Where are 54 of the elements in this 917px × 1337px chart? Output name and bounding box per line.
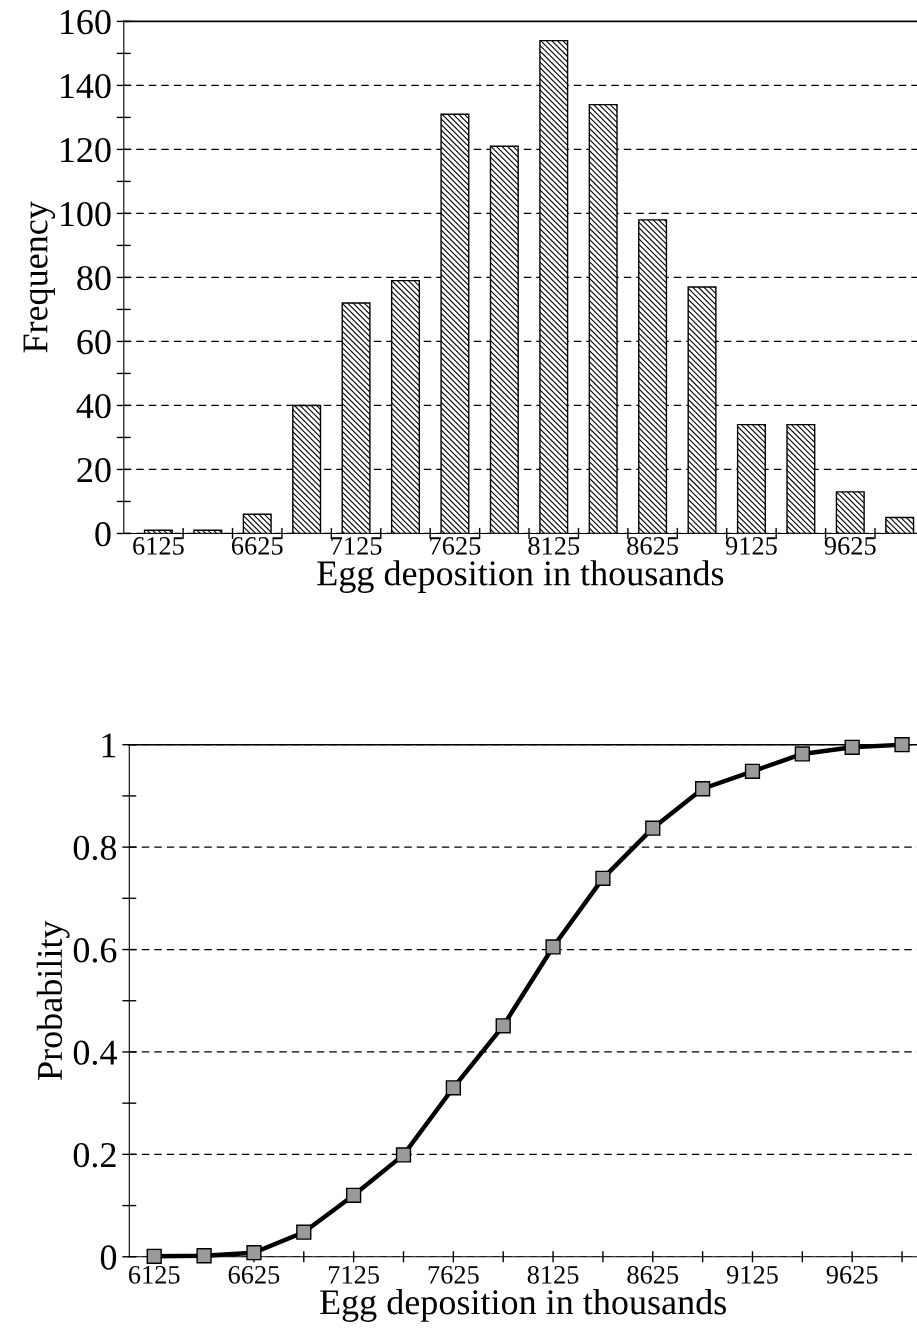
y-tick-label: 0.6 <box>73 938 117 963</box>
x-tick-label: 7625 <box>430 537 481 555</box>
y-tick-label: 0 <box>100 1245 117 1270</box>
x-tick-label: 6125 <box>133 537 184 555</box>
y-tick-label: 1 <box>102 733 116 758</box>
point <box>495 1018 511 1034</box>
point <box>694 781 711 797</box>
x-tick-label: 9125 <box>726 1265 778 1284</box>
point <box>645 820 661 836</box>
point <box>744 763 761 779</box>
point <box>445 1080 461 1096</box>
y-tick-label: 100 <box>61 201 111 227</box>
x-axis-title: Egg deposition in thousands <box>320 1289 726 1322</box>
y-tick-label: 0.8 <box>73 835 117 861</box>
y-tick-label: 20 <box>77 457 111 483</box>
bar <box>885 516 915 534</box>
x-tick-label: 8625 <box>627 1265 679 1284</box>
bar <box>835 491 865 534</box>
point <box>346 1187 362 1203</box>
x-tick-label: 6625 <box>228 1265 280 1284</box>
y-tick-label: 120 <box>61 137 111 163</box>
point <box>395 1147 412 1163</box>
y-tick-label: 140 <box>61 73 111 99</box>
y-tick-label: 0 <box>95 521 111 547</box>
y-tick-label: 0.2 <box>73 1142 116 1168</box>
point <box>595 870 611 886</box>
x-axis-title: Egg deposition in thousands <box>317 560 724 594</box>
x-tick-label: 8625 <box>627 537 678 555</box>
x-tick-label: 6625 <box>231 537 283 555</box>
x-tick-label: 7625 <box>428 1265 479 1284</box>
x-tick-label: 8125 <box>527 1265 579 1284</box>
y-tick-label: 80 <box>77 265 111 291</box>
x-tick-label: 7125 <box>331 537 382 555</box>
x-tick-label: 7125 <box>328 1265 379 1284</box>
y-tick-label: 40 <box>76 393 111 419</box>
x-tick-label: 9125 <box>725 537 777 555</box>
x-tick-label: 9625 <box>824 537 876 555</box>
point <box>545 939 561 955</box>
y-tick-label: 160 <box>61 9 111 35</box>
y-tick-label: 60 <box>77 329 111 355</box>
point <box>296 1224 312 1240</box>
point <box>894 737 910 753</box>
x-tick-label: 6125 <box>128 1265 180 1284</box>
y-tick-label: 0.4 <box>73 1040 117 1065</box>
point <box>844 739 860 755</box>
bar <box>242 513 272 534</box>
point <box>794 746 810 762</box>
x-tick-label: 8125 <box>528 537 580 555</box>
point <box>196 1248 212 1264</box>
point <box>246 1245 262 1261</box>
y-axis-title: Frequency <box>23 201 56 353</box>
point <box>146 1248 162 1264</box>
y-axis-title: Probability <box>36 920 70 1080</box>
x-tick-label: 9625 <box>826 1265 878 1284</box>
